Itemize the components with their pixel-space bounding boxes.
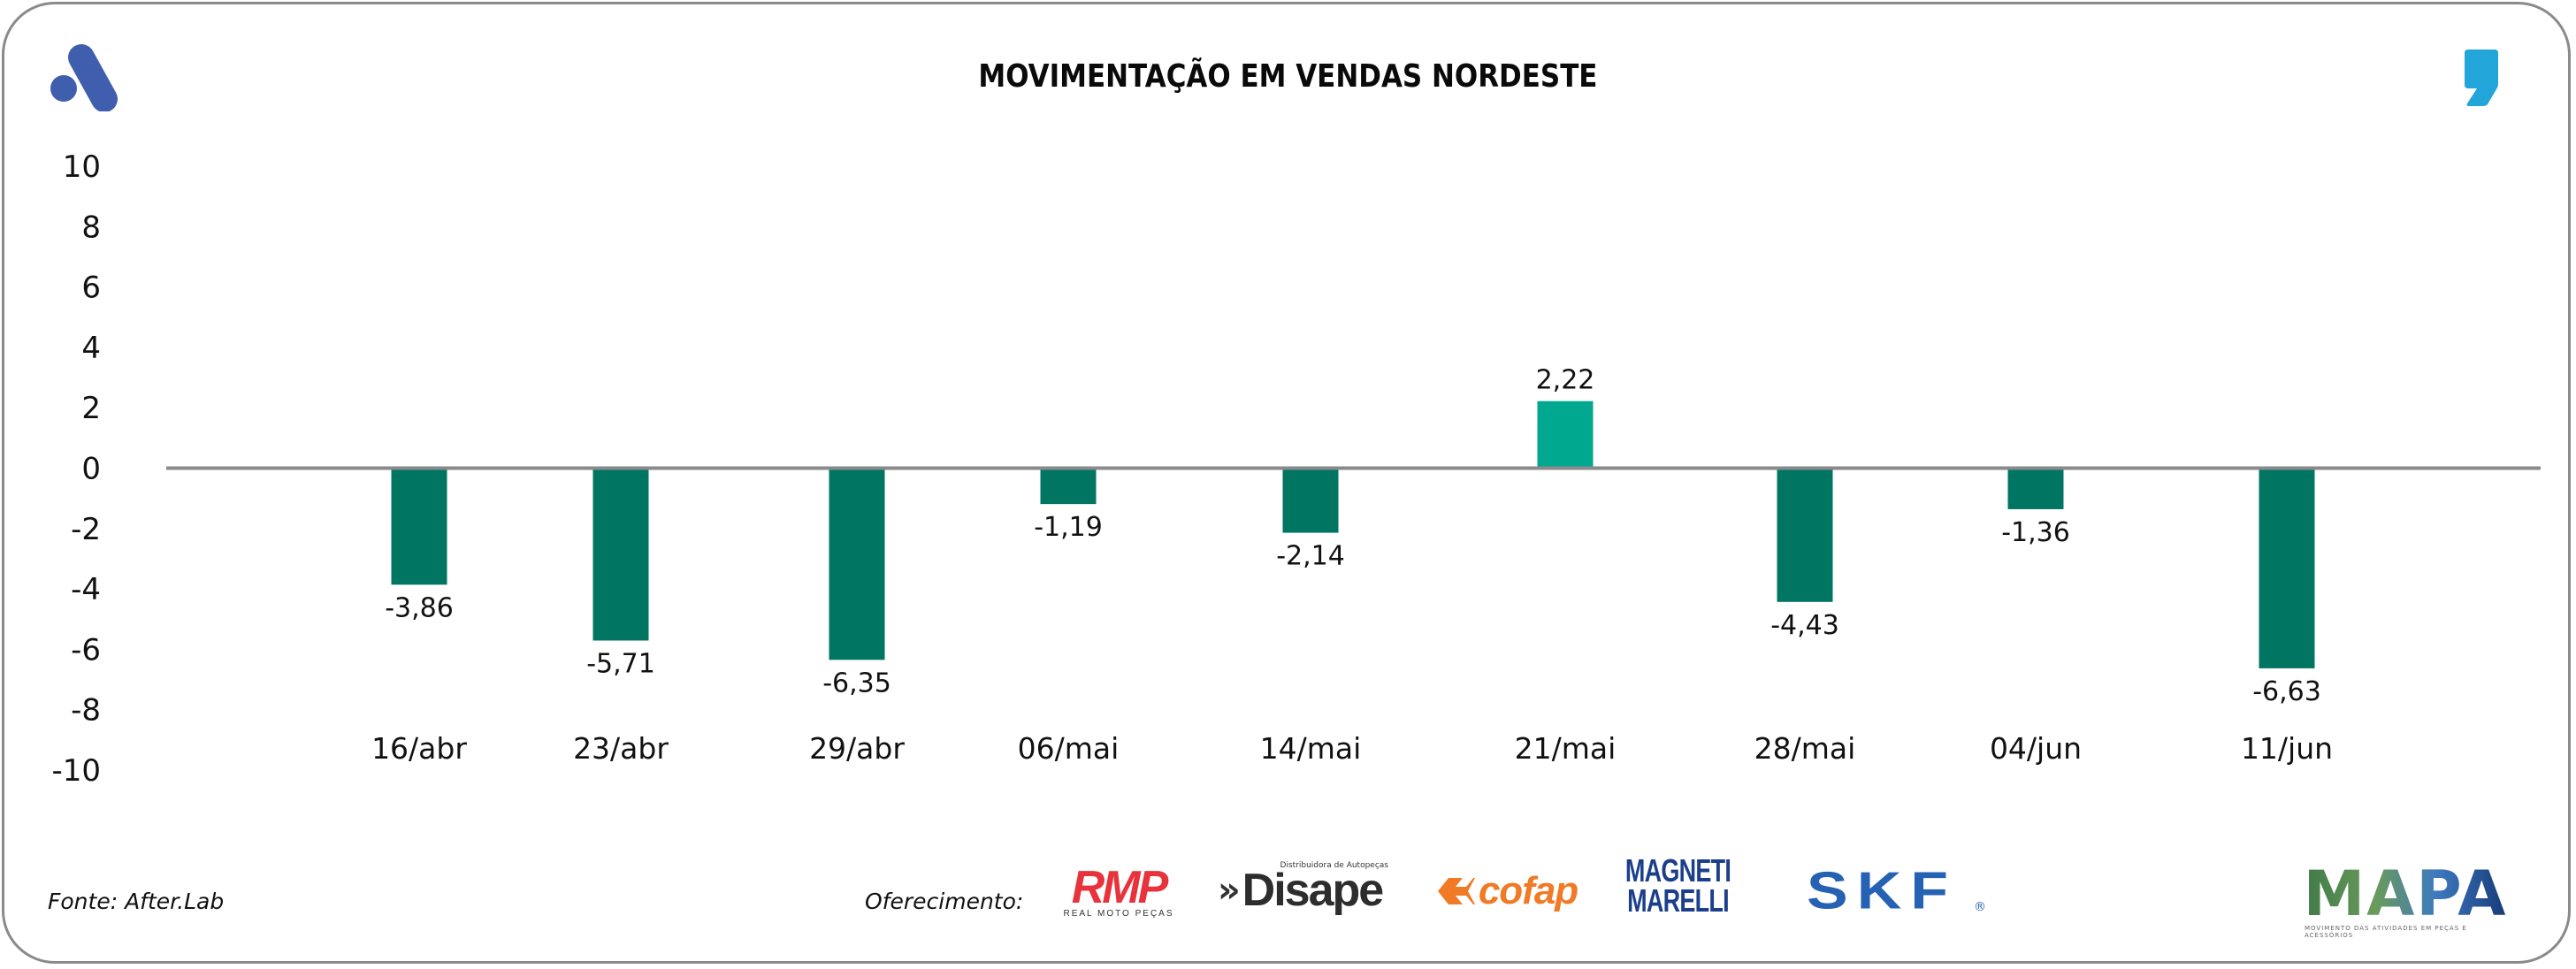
- y-tick-label: 6: [81, 271, 101, 306]
- data-label: -1,36: [2001, 517, 2070, 548]
- data-label: -5,71: [586, 648, 655, 679]
- y-tick-label: -6: [71, 632, 101, 668]
- chart-title: MOVIMENTAÇÃO EM VENDAS NORDESTE: [978, 58, 1598, 95]
- bar-21-mai: [1537, 401, 1594, 469]
- x-tick-label: 06/mai: [1018, 731, 1120, 766]
- sponsor-logo-skf: SKF ®: [1776, 859, 1988, 921]
- data-label: -6,63: [2252, 676, 2321, 707]
- sponsor-logo-disape: » Disape Distribuidora de Autopeças: [1212, 859, 1388, 921]
- sponsor-logo-cofap: cofap: [1418, 866, 1595, 916]
- sponsor-logo-magneti-marelli: MAGNETI MARELLI: [1611, 852, 1744, 919]
- x-tick-label: 21/mai: [1515, 731, 1617, 766]
- mapa-logo-subtext: MOVIMENTO DAS ATIVIDADES EM PEÇAS E ACES…: [2305, 925, 2467, 939]
- disape-logo-subtext: Distribuidora de Autopeças: [1280, 861, 1388, 870]
- y-tick-label: -8: [71, 693, 101, 729]
- comma-logo-icon: [2465, 50, 2498, 106]
- x-tick-label: 04/jun: [1990, 731, 2082, 766]
- y-tick-label: 10: [63, 149, 101, 185]
- disape-logo-text: Disape: [1242, 865, 1385, 916]
- y-tick-label: -2: [71, 512, 101, 547]
- sponsor-label: Oferecimento:: [865, 889, 1024, 914]
- cofap-mark-icon: [1437, 878, 1475, 904]
- data-label: -3,86: [385, 592, 454, 623]
- double-chevron-icon: »: [1217, 870, 1241, 911]
- data-label: -4,43: [1770, 610, 1839, 641]
- bar-06-mai: [1040, 468, 1097, 505]
- bar-29-abr: [829, 468, 885, 660]
- y-tick-label: 2: [81, 391, 101, 426]
- sponsor-logo-rmp: RMP REAL MOTO PEÇAS: [1049, 862, 1189, 922]
- data-label: -2,14: [1276, 541, 1345, 572]
- x-axis: 16/abr 23/abr 29/abr 06/mai 14/mai 21/mai 28/m…: [371, 731, 2333, 766]
- bar-14-mai: [1282, 468, 1339, 533]
- y-axis: 10 8 6 4 2 0 -2 -4 -6 -8 -10: [51, 149, 101, 789]
- bar-04-jun: [2007, 468, 2064, 509]
- data-label: 2,22: [1536, 365, 1595, 396]
- magneti-line: MAGNETI: [1624, 852, 1731, 889]
- x-tick-label: 14/mai: [1260, 731, 1362, 766]
- bar-11-jun: [2259, 468, 2315, 668]
- bars: [391, 401, 2315, 668]
- y-tick-label: 0: [81, 452, 101, 487]
- bar-28-mai: [1777, 468, 1833, 602]
- rmp-logo-text: RMP: [1071, 861, 1169, 913]
- mapa-logo-text: MAPA: [2303, 858, 2508, 930]
- data-labels: -3,86 -5,71 -6,35 -1,19 -2,14 2,22 -4,43 -1,36 -…: [385, 365, 2321, 707]
- y-tick-label: -4: [71, 572, 101, 607]
- y-tick-label: 4: [81, 331, 101, 366]
- x-tick-label: 11/jun: [2241, 731, 2333, 766]
- skf-logo-text: SKF: [1807, 860, 1957, 920]
- rmp-logo-subtext: REAL MOTO PEÇAS: [1063, 908, 1174, 919]
- mapa-logo: MAPA MOVIMENTO DAS ATIVIDADES EM PEÇAS E…: [2303, 858, 2508, 939]
- bar-16-abr: [391, 468, 447, 585]
- x-tick-label: 29/abr: [809, 731, 905, 766]
- cofap-logo-text: cofap: [1478, 869, 1578, 912]
- data-label: -1,19: [1034, 512, 1103, 543]
- y-tick-label: 8: [81, 210, 101, 245]
- x-tick-label: 28/mai: [1754, 731, 1856, 766]
- source-note: Fonte: After.Lab: [48, 889, 225, 914]
- marelli-line: MARELLI: [1626, 882, 1729, 919]
- data-label: -6,35: [822, 668, 891, 698]
- x-tick-label: 16/abr: [371, 731, 467, 766]
- x-tick-label: 23/abr: [573, 731, 669, 766]
- bar-23-abr: [592, 468, 649, 641]
- registered-mark: ®: [1974, 900, 1986, 914]
- after-lab-logo-icon: [50, 44, 118, 111]
- y-tick-label: -10: [51, 753, 101, 789]
